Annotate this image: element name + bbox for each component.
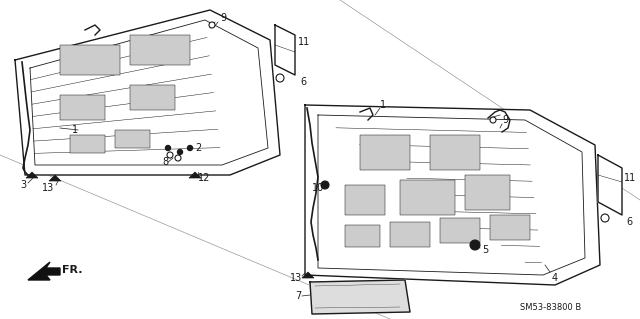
Text: 10: 10	[312, 183, 324, 193]
Polygon shape	[305, 105, 600, 285]
Circle shape	[209, 22, 215, 28]
Circle shape	[188, 145, 193, 151]
Circle shape	[175, 155, 181, 161]
Circle shape	[177, 150, 182, 154]
Text: 9: 9	[502, 115, 508, 125]
Text: 11: 11	[298, 37, 310, 47]
Text: 11: 11	[624, 173, 636, 183]
Polygon shape	[598, 155, 622, 215]
Text: 6: 6	[300, 77, 306, 87]
Text: SM53-83800 B: SM53-83800 B	[520, 303, 581, 313]
Circle shape	[276, 74, 284, 82]
Bar	[360, 135, 410, 170]
Bar	[115, 130, 150, 148]
Bar	[70, 135, 105, 153]
Text: 7: 7	[295, 291, 301, 301]
Polygon shape	[49, 175, 61, 181]
Circle shape	[321, 181, 329, 189]
Polygon shape	[15, 10, 280, 175]
Polygon shape	[302, 272, 314, 278]
Circle shape	[601, 214, 609, 222]
Text: 13: 13	[290, 273, 302, 283]
Circle shape	[470, 240, 480, 250]
Text: FR.: FR.	[62, 265, 83, 275]
Bar	[60, 95, 105, 120]
Text: 13: 13	[42, 183, 54, 193]
Text: 8: 8	[162, 157, 168, 167]
Circle shape	[167, 152, 173, 158]
Bar	[440, 218, 480, 243]
Polygon shape	[28, 262, 60, 280]
Polygon shape	[189, 172, 201, 178]
Bar	[430, 135, 480, 170]
Bar	[345, 225, 380, 247]
Polygon shape	[310, 280, 410, 314]
Text: 5: 5	[482, 245, 488, 255]
Polygon shape	[26, 172, 38, 178]
Circle shape	[166, 145, 170, 151]
Circle shape	[490, 117, 496, 123]
Text: 6: 6	[626, 217, 632, 227]
Text: 2: 2	[195, 143, 201, 153]
Text: 12: 12	[198, 173, 211, 183]
Bar	[390, 222, 430, 247]
Polygon shape	[275, 25, 295, 75]
Bar	[130, 85, 175, 110]
Bar	[60, 45, 120, 75]
Text: 1: 1	[72, 125, 78, 135]
Bar	[490, 215, 530, 240]
Bar	[345, 185, 385, 215]
Bar	[400, 180, 455, 215]
Text: 4: 4	[552, 273, 558, 283]
Text: 3: 3	[20, 180, 26, 190]
Bar	[465, 175, 510, 210]
Bar	[130, 35, 190, 65]
Text: 9: 9	[220, 13, 226, 23]
Text: 1: 1	[380, 100, 386, 110]
